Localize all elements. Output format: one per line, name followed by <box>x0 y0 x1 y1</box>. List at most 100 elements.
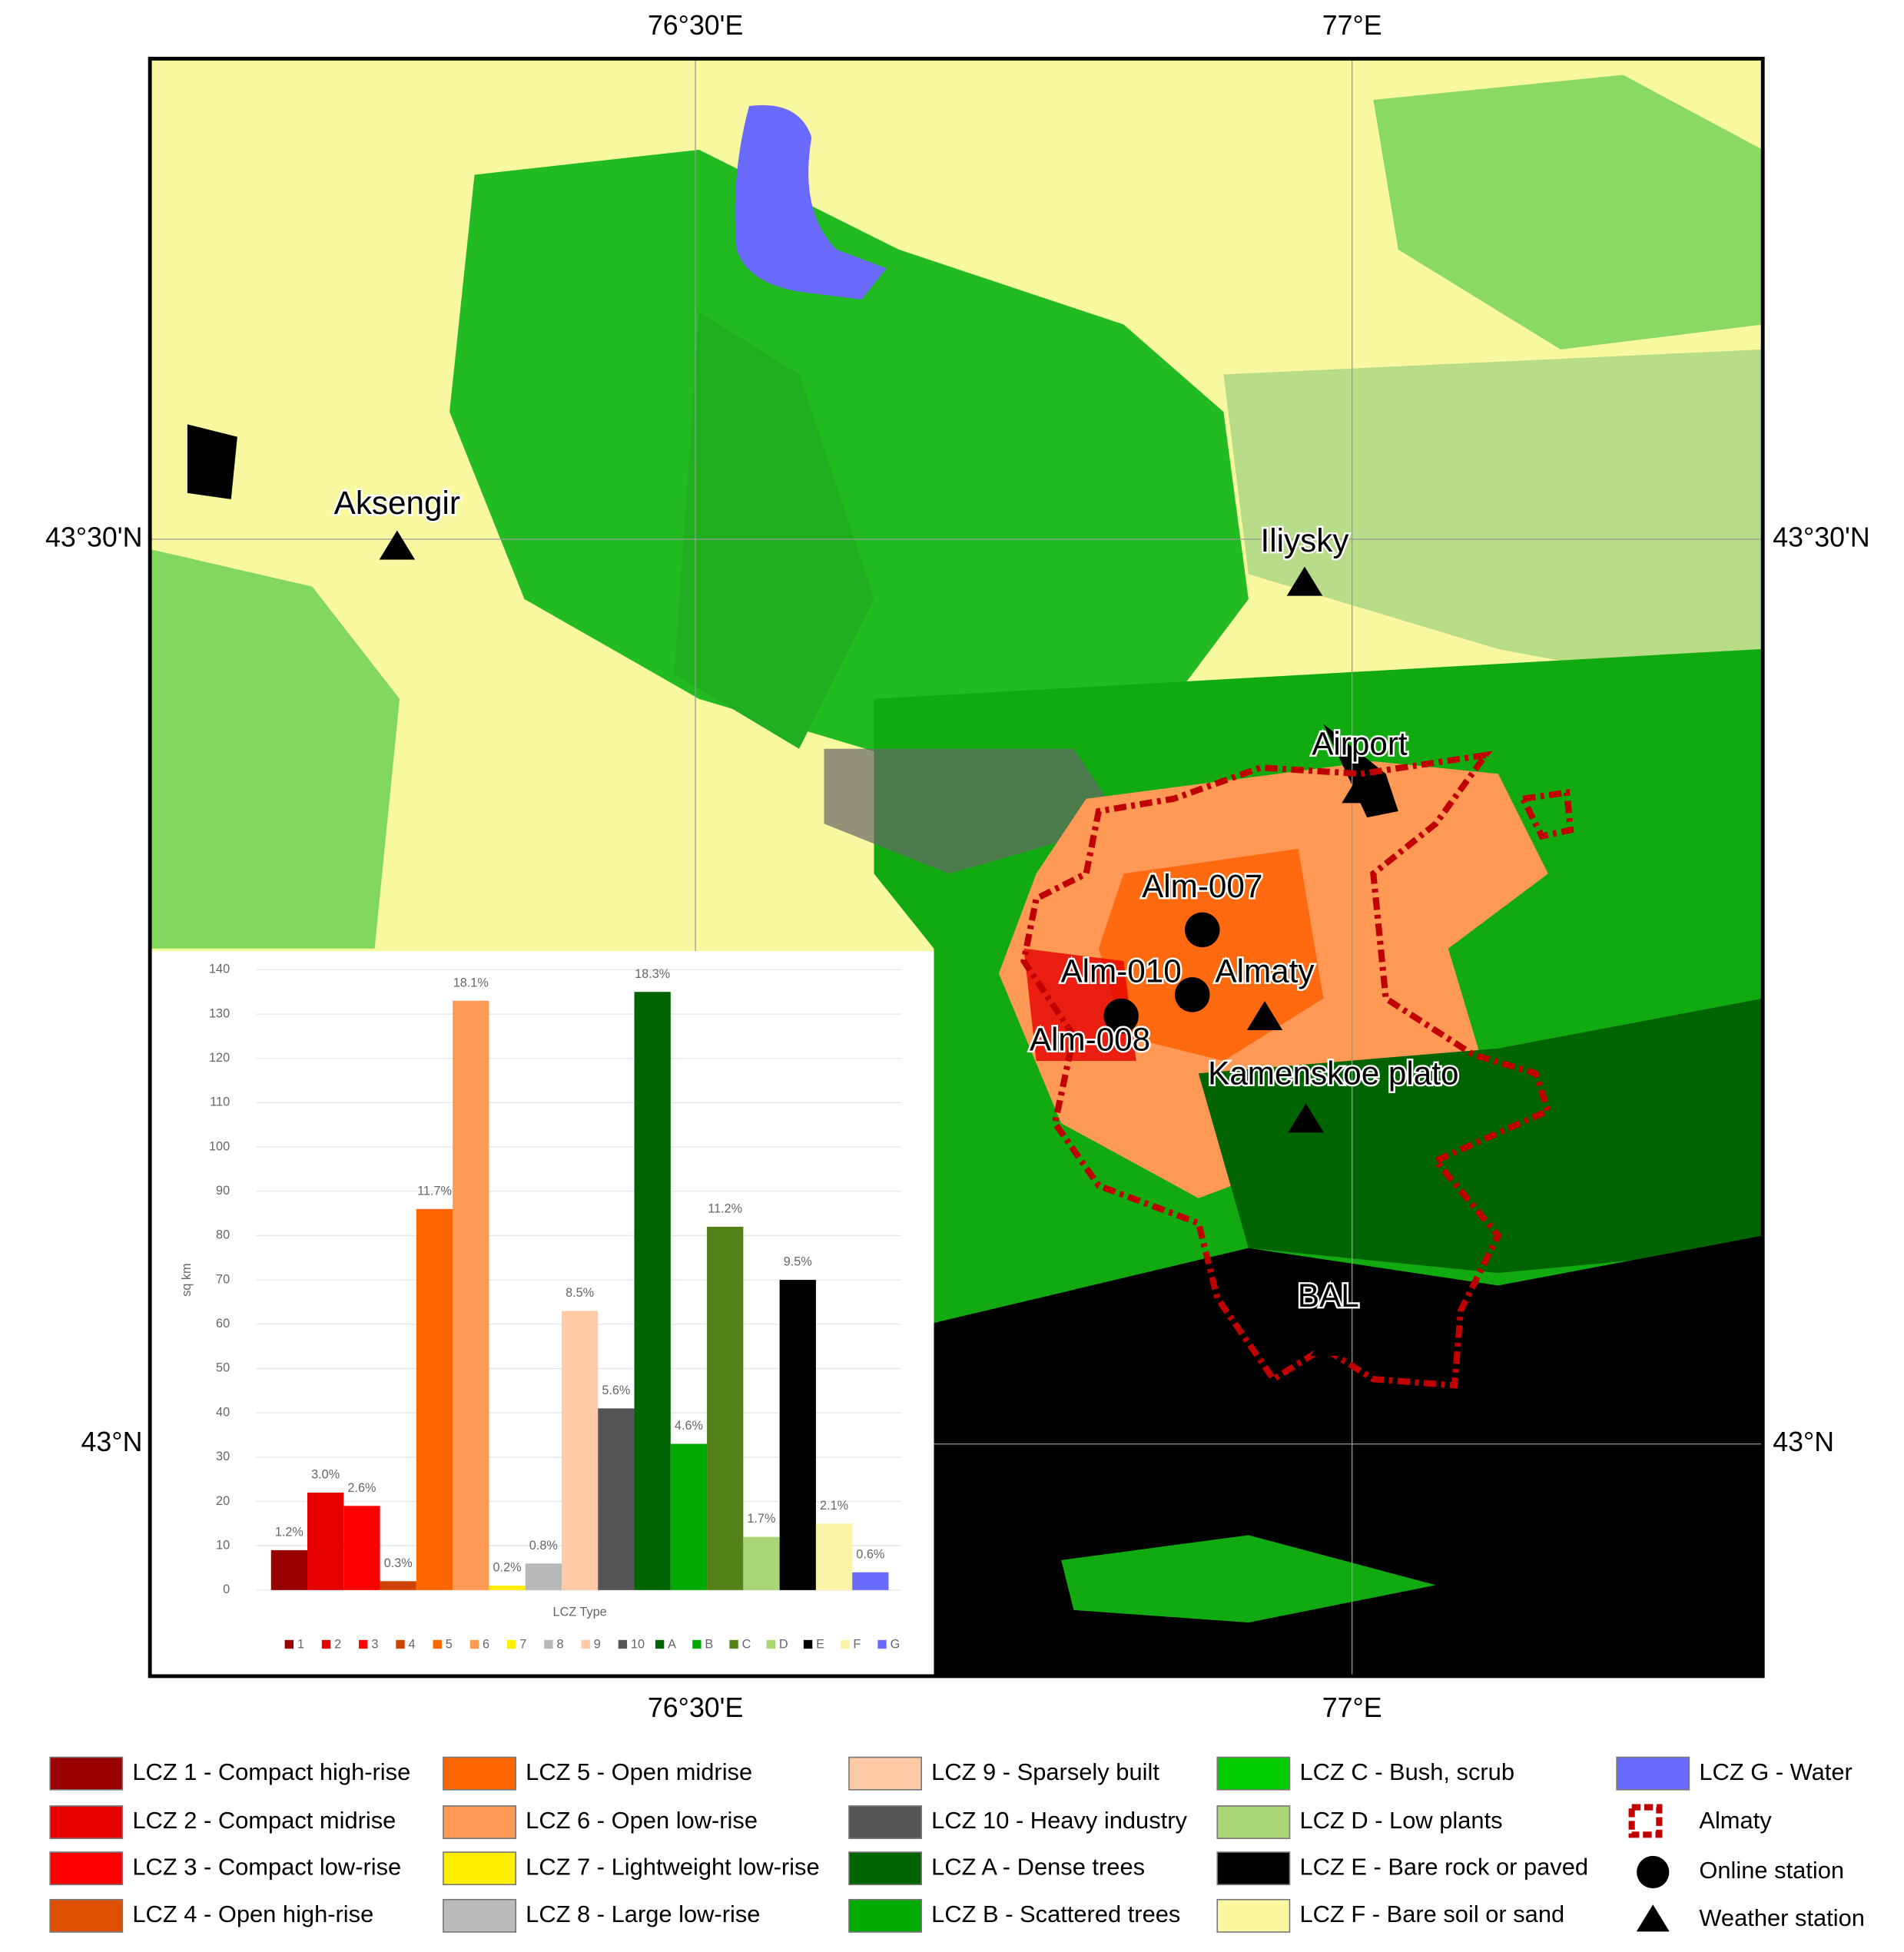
legend-swatch <box>729 1639 738 1649</box>
land-cover <box>150 58 1763 1676</box>
latitude-label: 43°N <box>1773 1427 1834 1457</box>
legend-label: 4 <box>409 1638 416 1652</box>
bar <box>453 1000 489 1590</box>
data-label: 1.2% <box>275 1525 304 1539</box>
x-axis-label: LCZ Type <box>553 1605 607 1619</box>
data-label: 8.5% <box>566 1286 594 1300</box>
legend-label: 9 <box>594 1638 601 1652</box>
weather-station-marker <box>1286 566 1323 596</box>
station-label: Aksengir <box>334 485 460 521</box>
station-label: Kamenskoe plato <box>1208 1056 1458 1092</box>
legend-label: D <box>779 1638 788 1652</box>
legend-swatch <box>443 1805 516 1839</box>
data-label: 0.3% <box>384 1556 413 1570</box>
legend-label: Weather station <box>1699 1904 1865 1931</box>
legend-swatch <box>49 1898 124 1933</box>
bar <box>598 1408 635 1590</box>
almaty-boundary <box>1020 751 1574 1389</box>
data-label: 9.5% <box>784 1255 812 1269</box>
legend-label: F <box>853 1638 861 1652</box>
data-label: 4.6% <box>675 1419 703 1433</box>
longitude-label: 76°30'E <box>648 10 743 41</box>
y-tick-label: 90 <box>216 1184 230 1198</box>
y-tick-label: 60 <box>216 1317 230 1331</box>
station-label: Alm-010 <box>1061 953 1182 989</box>
legend-boundary <box>1628 1804 1663 1838</box>
legend-swatch <box>443 1756 516 1791</box>
y-tick-label: 70 <box>216 1272 230 1286</box>
legend-swatch <box>1216 1805 1291 1839</box>
station-label: Airport <box>1312 726 1408 762</box>
data-label: 2.6% <box>347 1481 376 1495</box>
data-label: 2.1% <box>820 1499 848 1513</box>
weather-station-marker <box>379 530 416 560</box>
weather-station-marker <box>1342 774 1378 804</box>
online-station-marker <box>1175 977 1210 1012</box>
longitude-label: 76°30'E <box>648 1692 743 1723</box>
legend-label: LCZ 6 - Open low-rise <box>526 1807 758 1834</box>
legend-label: LCZ 1 - Compact high-rise <box>132 1758 410 1785</box>
legend-label: 7 <box>519 1638 526 1652</box>
legend-swatch <box>1616 1756 1690 1791</box>
bar <box>743 1536 780 1590</box>
bar <box>561 1311 599 1590</box>
y-tick-label: 130 <box>209 1006 230 1020</box>
weather-station-marker <box>1636 1904 1670 1932</box>
y-tick-label: 110 <box>210 1095 230 1109</box>
legend-label: LCZ 2 - Compact midrise <box>132 1807 396 1834</box>
y-tick-label: 50 <box>216 1361 230 1375</box>
legend-label: 5 <box>446 1638 453 1652</box>
data-label: 5.6% <box>602 1384 630 1397</box>
legend-label: LCZ 4 - Open high-rise <box>132 1901 373 1927</box>
legend-label: LCZ B - Scattered trees <box>931 1901 1180 1927</box>
legend-label: 6 <box>483 1638 489 1652</box>
y-tick-label: 140 <box>209 963 230 976</box>
legend-swatch <box>396 1639 405 1649</box>
y-tick-label: 30 <box>216 1450 230 1463</box>
legend-label: 2 <box>334 1638 341 1652</box>
legend-swatch <box>49 1805 124 1839</box>
legend-label: LCZ A - Dense trees <box>931 1853 1145 1880</box>
legend: LCZ 1 - Compact high-rise LCZ 2 - Compact… <box>49 1756 1865 1933</box>
data-label: 0.6% <box>856 1547 884 1561</box>
station-label: Alm-008 <box>1030 1022 1150 1058</box>
bar <box>307 1492 344 1590</box>
legend-swatch <box>544 1639 553 1649</box>
station-label: Alm-007 <box>1142 868 1262 904</box>
legend-swatch <box>848 1756 923 1791</box>
legend-label: 1 <box>297 1638 304 1652</box>
legend-label: LCZ G - Water <box>1699 1758 1852 1785</box>
latitude-label: 43°30'N <box>45 522 142 552</box>
data-label: 0.2% <box>493 1561 522 1575</box>
bar <box>852 1572 889 1590</box>
legend-label: LCZ 8 - Large low-rise <box>526 1901 760 1927</box>
y-tick-label: 40 <box>216 1405 230 1419</box>
map-frame <box>148 56 1765 1679</box>
legend-label: LCZ F - Bare soil or sand <box>1299 1901 1564 1927</box>
legend-swatch <box>1216 1756 1291 1791</box>
legend-swatch <box>1216 1898 1291 1933</box>
bar <box>670 1443 708 1590</box>
legend-label: LCZ 3 - Compact low-rise <box>132 1853 401 1880</box>
legend-swatch <box>284 1639 294 1649</box>
latitude-label: 43°N <box>81 1427 143 1457</box>
bar <box>525 1563 562 1590</box>
bar <box>634 992 671 1590</box>
legend-label: LCZ 5 - Open midrise <box>526 1758 752 1785</box>
y-tick-label: 10 <box>216 1538 230 1552</box>
data-label: 3.0% <box>311 1468 340 1482</box>
coordinates: 76°30'E 76°30'E 77°E 77°E 43°30'N 43°30'N 43°N… <box>45 10 1870 1723</box>
legend-label: LCZ C - Bush, scrub <box>1299 1758 1514 1785</box>
legend-swatch <box>49 1756 124 1791</box>
bar <box>380 1581 416 1590</box>
bar <box>270 1549 308 1590</box>
legend-swatch <box>321 1639 331 1649</box>
legend-swatch <box>443 1851 516 1886</box>
station-label: Iliysky <box>1260 522 1349 558</box>
weather-station-marker <box>1310 1327 1347 1357</box>
latitude-label: 43°30'N <box>1773 522 1869 552</box>
y-tick-label: 0 <box>223 1582 230 1596</box>
legend-label: LCZ E - Bare rock or paved <box>1299 1853 1588 1880</box>
